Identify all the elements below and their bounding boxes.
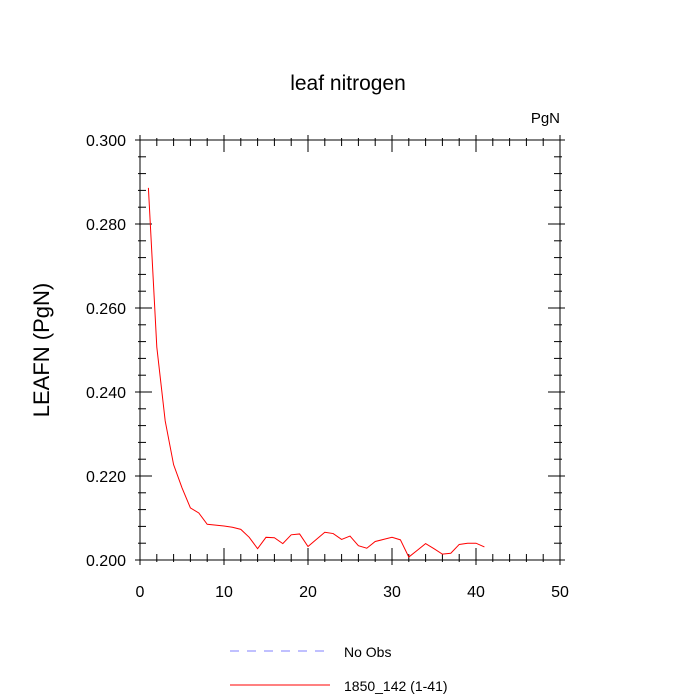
y-tick-label: 0.220: [86, 469, 126, 486]
y-axis-label: LEAFN (PgN): [29, 283, 54, 417]
units-label: PgN: [531, 110, 560, 127]
chart-title: leaf nitrogen: [290, 72, 406, 95]
legend: No Obs 1850_142 (1-41): [230, 644, 448, 694]
axis-ticks: [135, 135, 565, 565]
y-tick-label: 0.300: [86, 133, 126, 150]
x-tick-label: 30: [383, 584, 401, 601]
legend-label-no-obs: No Obs: [344, 644, 391, 660]
x-tick-label: 40: [467, 584, 485, 601]
y-tick-label: 0.200: [86, 553, 126, 570]
series-layer: [147, 187, 485, 558]
plot-frame: [139, 139, 561, 561]
x-tick-label: 0: [136, 584, 145, 601]
y-tick-label: 0.280: [86, 217, 126, 234]
y-tick-label: 0.260: [86, 301, 126, 318]
legend-label-series: 1850_142 (1-41): [344, 678, 448, 694]
series-line-0: [147, 187, 485, 558]
y-tick-label: 0.240: [86, 385, 126, 402]
axis-tick-labels: 0 10 20 30 40 50 0.200 0.220 0.240 0.260 0.280 0.30…: [86, 133, 569, 601]
x-tick-label: 50: [551, 584, 569, 601]
x-tick-label: 10: [215, 584, 233, 601]
x-tick-label: 20: [299, 584, 317, 601]
